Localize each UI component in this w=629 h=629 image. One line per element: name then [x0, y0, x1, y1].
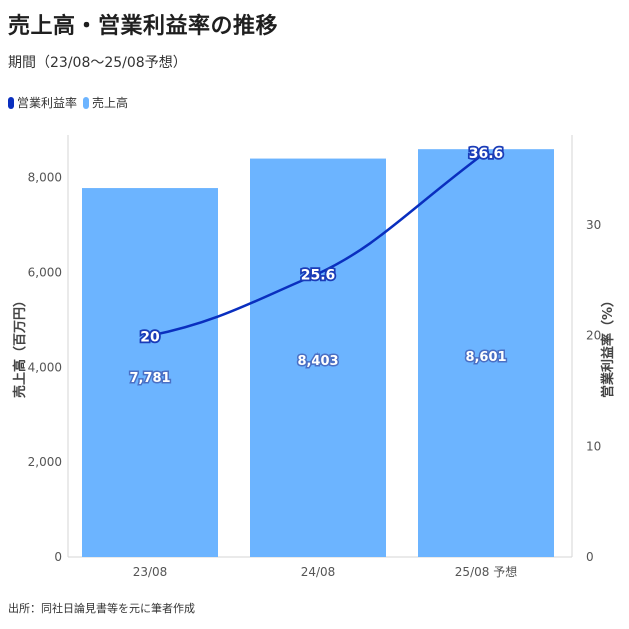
line-point-operating-margin: [147, 332, 153, 339]
legend-label-operating-margin: 営業利益率: [17, 96, 78, 110]
bar-value-label: 7,781: [129, 371, 170, 386]
bar-sales: [82, 188, 218, 557]
line-point-operating-margin: [315, 270, 321, 277]
y-right-tick-label: 10: [586, 439, 601, 453]
line-value-label: 36.6: [469, 146, 504, 162]
line-point-operating-margin: [483, 149, 489, 155]
bar-sales: [250, 158, 386, 557]
line-value-label: 20: [140, 330, 160, 346]
x-tick-label: 24/08: [301, 565, 336, 579]
legend-swatch-sales: [83, 96, 90, 109]
y-right-tick-label: 20: [586, 329, 601, 343]
x-tick-label: 23/08: [133, 565, 168, 579]
line-value-label: 25.6: [301, 268, 336, 284]
y-left-tick-label: 6,000: [28, 266, 62, 280]
x-tick-label: 25/08 予想: [455, 564, 517, 579]
y-left-tick-label: 0: [54, 550, 62, 564]
bar-value-label: 8,403: [297, 354, 338, 369]
legend-item-sales: 売上高: [83, 94, 128, 111]
y-right-tick-label: 30: [586, 218, 601, 232]
bar-sales: [418, 149, 554, 557]
y-left-tick-label: 2,000: [28, 455, 62, 469]
source-note: 出所：同社日論見書等を元に筆者作成: [8, 602, 195, 615]
y-axis-left-title: 売上高（百万円）: [12, 294, 28, 398]
legend: 営業利益率 売上高: [8, 94, 128, 111]
y-left-tick-label: 4,000: [28, 360, 62, 374]
legend-item-operating-margin: 営業利益率: [8, 94, 77, 111]
y-axis-right-title: 営業利益率（%）: [600, 294, 616, 398]
y-right-tick-label: 0: [586, 550, 594, 564]
legend-label-sales: 売上高: [92, 96, 129, 110]
legend-swatch-operating-margin: [8, 96, 14, 109]
chart-title: 売上高・営業利益率の推移: [8, 14, 279, 39]
chart-subtitle: 期間（23/08～25/08予想）: [8, 55, 187, 71]
bar-value-label: 8,601: [465, 350, 506, 365]
y-left-tick-label: 8,000: [28, 171, 62, 185]
